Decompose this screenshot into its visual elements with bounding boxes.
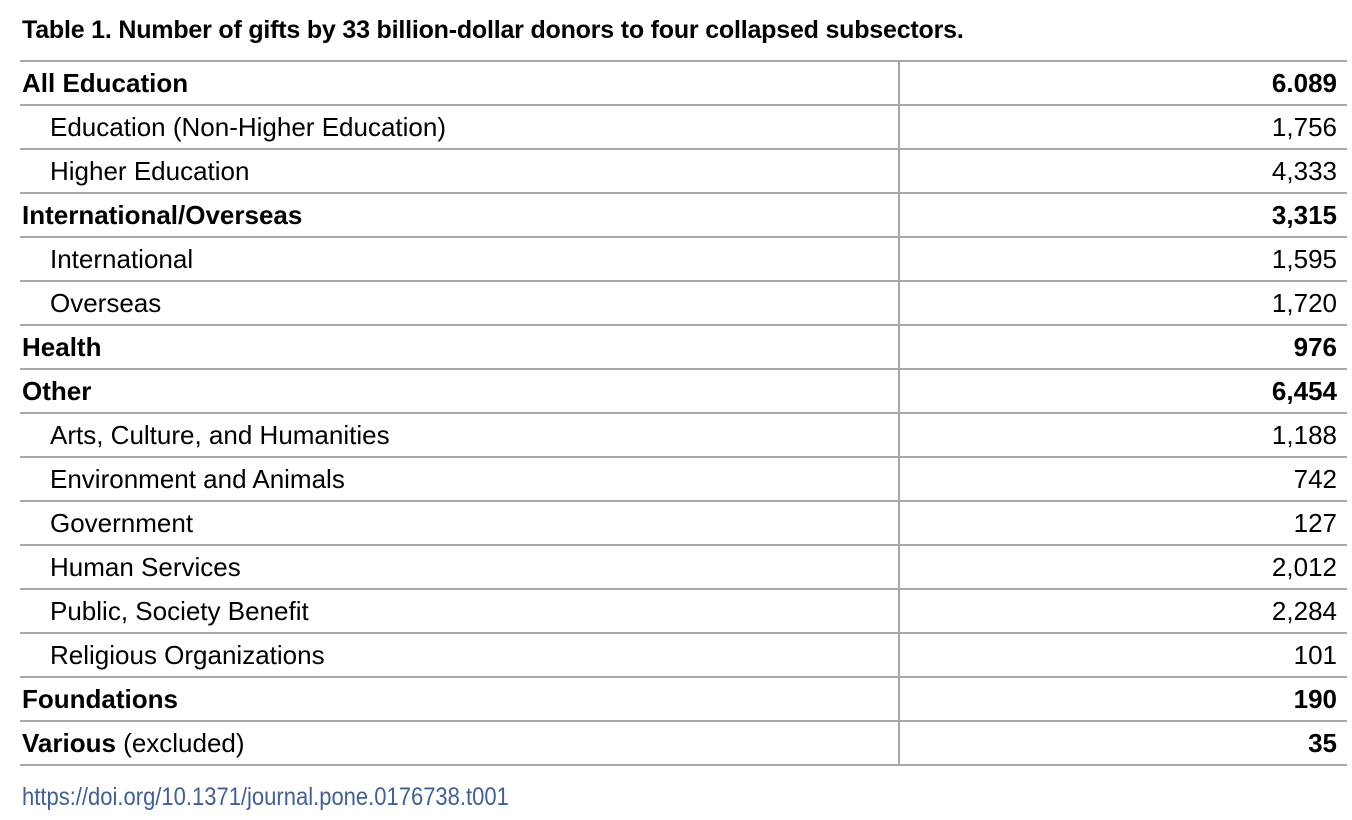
row-value: 2,012	[899, 544, 1347, 590]
row-label-text: Arts, Culture, and Humanities	[50, 419, 390, 450]
table-row: Overseas 1,720	[20, 280, 1347, 326]
row-value: 101	[899, 632, 1347, 678]
row-value: 6.089	[899, 60, 1347, 106]
table-row: Environment and Animals 742	[20, 456, 1347, 502]
row-value: 6,454	[899, 368, 1347, 414]
row-label-note: (excluded)	[115, 727, 245, 758]
row-label-text: Higher Education	[50, 155, 250, 186]
table-row: Health 976	[20, 324, 1347, 370]
row-label-text: Other	[22, 375, 92, 406]
table-row: Various (excluded) 35	[20, 720, 1347, 766]
row-label-text: All Education	[22, 67, 189, 98]
table-row: Public, Society Benefit 2,284	[20, 588, 1347, 634]
row-label: Foundations	[20, 676, 900, 722]
table-row: Education (Non-Higher Education) 1,756	[20, 104, 1347, 150]
row-label-text: Education (Non-Higher Education)	[50, 111, 446, 142]
row-value: 4,333	[899, 148, 1347, 194]
row-label-text: Health	[22, 331, 102, 362]
row-label: International	[20, 236, 900, 282]
row-label-text: Public, Society Benefit	[50, 595, 309, 626]
row-value: 190	[899, 676, 1347, 722]
row-label: Overseas	[20, 280, 900, 326]
row-label: Higher Education	[20, 148, 900, 194]
row-label: Education (Non-Higher Education)	[20, 104, 900, 150]
table-row: Arts, Culture, and Humanities 1,188	[20, 412, 1347, 458]
row-label-text: Overseas	[50, 287, 162, 318]
row-label: Health	[20, 324, 900, 370]
row-label: International/Overseas	[20, 192, 900, 238]
row-value: 1,720	[899, 280, 1347, 326]
row-label-text: Government	[50, 507, 194, 538]
row-label: Human Services	[20, 544, 900, 590]
row-label: Other	[20, 368, 900, 414]
row-label: Arts, Culture, and Humanities	[20, 412, 900, 458]
row-label: Government	[20, 500, 900, 546]
table-caption: Table 1. Number of gifts by 33 billion-d…	[22, 16, 964, 44]
table-row: Religious Organizations 101	[20, 632, 1347, 678]
row-label-text: International	[50, 243, 194, 274]
gifts-table: All Education 6.089 Education (Non-Higher …	[20, 60, 1347, 766]
table-row: Government 127	[20, 500, 1347, 546]
row-label-text: Environment and Animals	[50, 463, 345, 494]
table-row: International/Overseas 3,315	[20, 192, 1347, 238]
row-label-text: Various	[22, 727, 116, 758]
row-label-text: Religious Organizations	[50, 639, 325, 670]
row-label-text: Foundations	[22, 683, 178, 714]
row-value: 1,756	[899, 104, 1347, 150]
table-row: Other 6,454	[20, 368, 1347, 414]
table-row: International 1,595	[20, 236, 1347, 282]
row-value: 742	[899, 456, 1347, 502]
row-label: Religious Organizations	[20, 632, 900, 678]
row-value: 35	[899, 720, 1347, 766]
row-label-text: International/Overseas	[22, 199, 303, 230]
table-row: Human Services 2,012	[20, 544, 1347, 590]
row-label: Environment and Animals	[20, 456, 900, 502]
row-value: 976	[899, 324, 1347, 370]
row-label: Various (excluded)	[20, 720, 900, 766]
row-label: Public, Society Benefit	[20, 588, 900, 634]
row-label-text: Human Services	[50, 551, 241, 582]
row-value: 1,188	[899, 412, 1347, 458]
doi-link[interactable]: https://doi.org/10.1371/journal.pone.017…	[22, 783, 509, 811]
row-value: 127	[899, 500, 1347, 546]
table-row: Higher Education 4,333	[20, 148, 1347, 194]
table-row: All Education 6.089	[20, 60, 1347, 106]
row-value: 2,284	[899, 588, 1347, 634]
row-value: 3,315	[899, 192, 1347, 238]
row-value: 1,595	[899, 236, 1347, 282]
row-label: All Education	[20, 60, 900, 106]
table-row: Foundations 190	[20, 676, 1347, 722]
